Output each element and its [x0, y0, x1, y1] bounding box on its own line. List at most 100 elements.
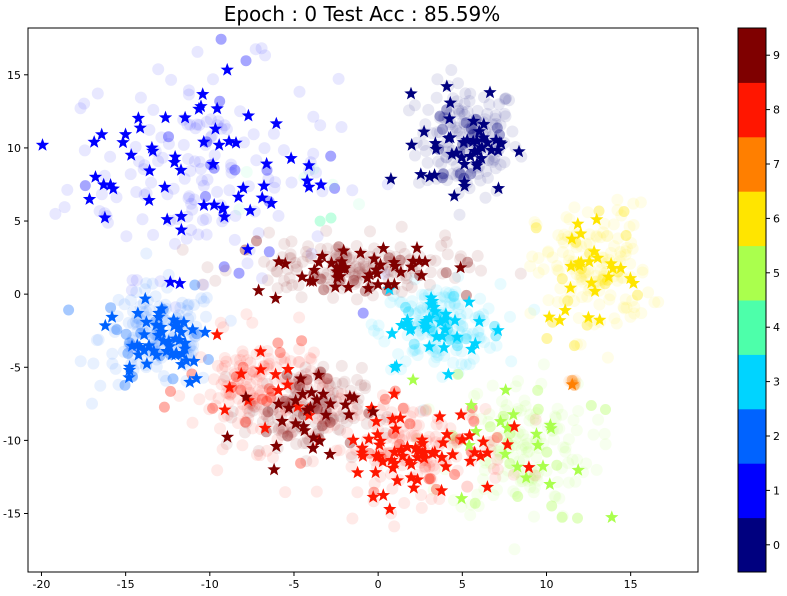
train-point	[493, 445, 505, 458]
train-point	[399, 355, 412, 368]
train-point	[328, 418, 341, 431]
test-point-star	[88, 170, 103, 183]
train-point	[271, 282, 284, 295]
test-point-star	[468, 336, 482, 350]
train-point	[556, 510, 569, 523]
train-point	[351, 373, 364, 386]
train-point	[619, 293, 632, 306]
train-point	[528, 216, 541, 229]
test-point-star	[457, 179, 472, 192]
train-point	[218, 119, 231, 132]
test-point-star	[155, 325, 169, 338]
train-point	[613, 255, 626, 268]
train-point	[599, 278, 611, 290]
test-point-star	[435, 329, 449, 342]
train-point	[568, 340, 580, 352]
train-point	[571, 453, 584, 466]
test-point-star	[302, 408, 316, 421]
train-point	[435, 239, 448, 252]
test-point-star	[223, 380, 237, 394]
train-point	[330, 249, 343, 262]
test-point-star	[383, 502, 397, 515]
train-point	[238, 426, 251, 439]
colorbar-segment-1	[738, 463, 766, 519]
train-point	[163, 131, 174, 143]
train-point	[632, 289, 643, 301]
train-point	[314, 243, 327, 255]
test-point-star	[428, 136, 442, 150]
test-point-star	[406, 254, 420, 267]
test-point-star	[206, 157, 220, 170]
train-point	[318, 284, 330, 296]
train-point	[478, 464, 491, 477]
test-point-star	[139, 315, 154, 328]
train-point	[491, 463, 504, 476]
train-point	[576, 291, 588, 304]
train-point	[617, 301, 630, 314]
train-point	[233, 203, 246, 216]
train-point	[590, 229, 603, 242]
train-point	[549, 490, 562, 503]
train-point	[186, 345, 199, 358]
train-point	[273, 406, 286, 419]
train-point	[423, 473, 435, 485]
train-point	[110, 191, 123, 204]
test-point-star	[268, 367, 283, 381]
train-point	[289, 381, 302, 394]
train-point	[555, 462, 568, 475]
train-point	[508, 543, 521, 556]
y-tick-label: -15	[3, 508, 21, 521]
test-point-star	[402, 454, 416, 467]
train-point	[615, 271, 628, 284]
train-point	[349, 260, 362, 273]
train-point	[130, 186, 143, 198]
test-point-star	[387, 277, 402, 291]
train-point	[193, 393, 206, 406]
train-point	[634, 196, 647, 209]
test-point-star	[122, 363, 137, 376]
train-point	[180, 232, 193, 245]
train-point	[218, 352, 231, 364]
train-point	[465, 123, 477, 135]
train-point	[136, 213, 149, 226]
train-point	[408, 344, 421, 357]
test-point-star	[400, 313, 415, 326]
colorbar-segment-2	[738, 408, 766, 464]
train-point	[324, 416, 336, 428]
test-point-star	[493, 414, 508, 428]
train-point	[474, 174, 487, 187]
train-point	[78, 97, 91, 110]
train-point	[494, 278, 507, 290]
train-point	[108, 325, 121, 338]
test-point-star	[272, 254, 286, 268]
test-point-star	[507, 419, 521, 433]
train-point	[582, 284, 595, 297]
train-point	[556, 233, 569, 245]
train-point	[215, 378, 228, 391]
train-point	[415, 301, 428, 314]
test-point-star	[587, 244, 601, 258]
train-point	[146, 277, 159, 290]
train-point	[425, 493, 438, 505]
test-point-star	[454, 407, 468, 421]
train-point	[433, 111, 446, 124]
train-point	[419, 405, 432, 417]
train-point	[409, 307, 422, 320]
test-point-star	[253, 344, 268, 358]
train-point	[311, 230, 324, 243]
train-point	[321, 373, 333, 385]
train-point	[313, 378, 326, 391]
train-point	[529, 413, 542, 426]
train-point	[551, 296, 564, 308]
test-point-star	[400, 440, 415, 453]
train-point	[214, 95, 226, 107]
colorbar-tick-label: 8	[773, 104, 780, 117]
train-point	[575, 269, 588, 282]
train-point	[491, 430, 504, 443]
train-point	[378, 267, 391, 280]
test-point-star	[448, 313, 462, 327]
train-point	[601, 351, 614, 364]
train-point	[408, 99, 421, 112]
